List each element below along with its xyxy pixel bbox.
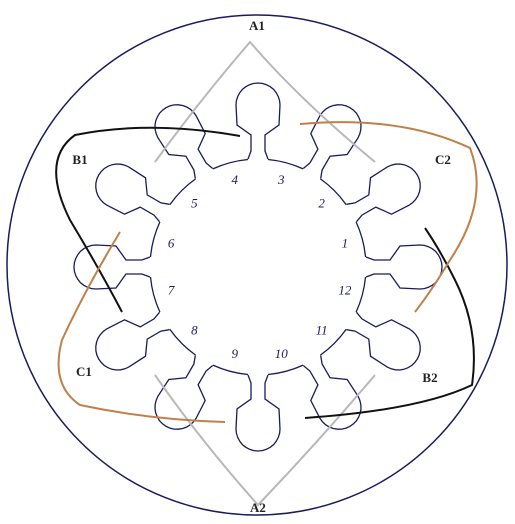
slot bbox=[154, 355, 214, 430]
coil-a2 bbox=[154, 374, 376, 507]
coil-label: B2 bbox=[422, 370, 437, 385]
tooth-tip bbox=[169, 178, 196, 205]
slot bbox=[95, 163, 170, 223]
slot-number: 6 bbox=[168, 236, 175, 251]
tooth-tip bbox=[355, 221, 367, 258]
slot-number: 12 bbox=[338, 282, 352, 297]
tooth-tip bbox=[169, 329, 196, 356]
slot bbox=[154, 104, 214, 179]
tooth-tip bbox=[149, 221, 161, 258]
coil-b2 bbox=[304, 227, 475, 419]
slot bbox=[235, 374, 281, 452]
coil-label: A1 bbox=[249, 18, 265, 33]
coil-label: A2 bbox=[250, 500, 266, 515]
tooth-tip bbox=[267, 158, 304, 170]
coil-c2 bbox=[299, 121, 478, 313]
slot-number: 4 bbox=[231, 172, 238, 187]
slots bbox=[73, 82, 443, 452]
slot-number: 3 bbox=[277, 172, 285, 187]
coil-a1 bbox=[154, 40, 376, 163]
coil-label: C1 bbox=[76, 364, 92, 379]
slot bbox=[346, 311, 421, 371]
slot-number: 9 bbox=[231, 346, 238, 361]
slot bbox=[95, 311, 170, 371]
tooth-tip bbox=[320, 329, 347, 356]
slot bbox=[365, 244, 443, 290]
slot-number: 5 bbox=[191, 195, 198, 210]
slot-number: 2 bbox=[318, 195, 325, 210]
tooth-tip bbox=[212, 158, 249, 170]
slot-number: 7 bbox=[168, 282, 175, 297]
slot-number: 1 bbox=[342, 236, 349, 251]
slot bbox=[235, 82, 281, 160]
tooth-tip bbox=[212, 364, 249, 376]
tooth-tip bbox=[149, 276, 161, 313]
stator-outline bbox=[6, 14, 508, 516]
slot-number: 10 bbox=[275, 346, 289, 361]
slot bbox=[346, 163, 421, 223]
coils bbox=[55, 40, 478, 507]
slot bbox=[302, 104, 362, 179]
coil-c1 bbox=[57, 231, 226, 423]
slot-number: 8 bbox=[191, 323, 198, 338]
tooth-tip bbox=[355, 276, 367, 313]
slot bbox=[73, 244, 151, 290]
tooth-tip bbox=[267, 364, 304, 376]
coil-label: C2 bbox=[435, 152, 451, 167]
tooth-tip bbox=[320, 178, 347, 205]
coil-b1 bbox=[55, 126, 241, 313]
slot-number: 11 bbox=[316, 323, 328, 338]
coil-label: B1 bbox=[72, 152, 87, 167]
